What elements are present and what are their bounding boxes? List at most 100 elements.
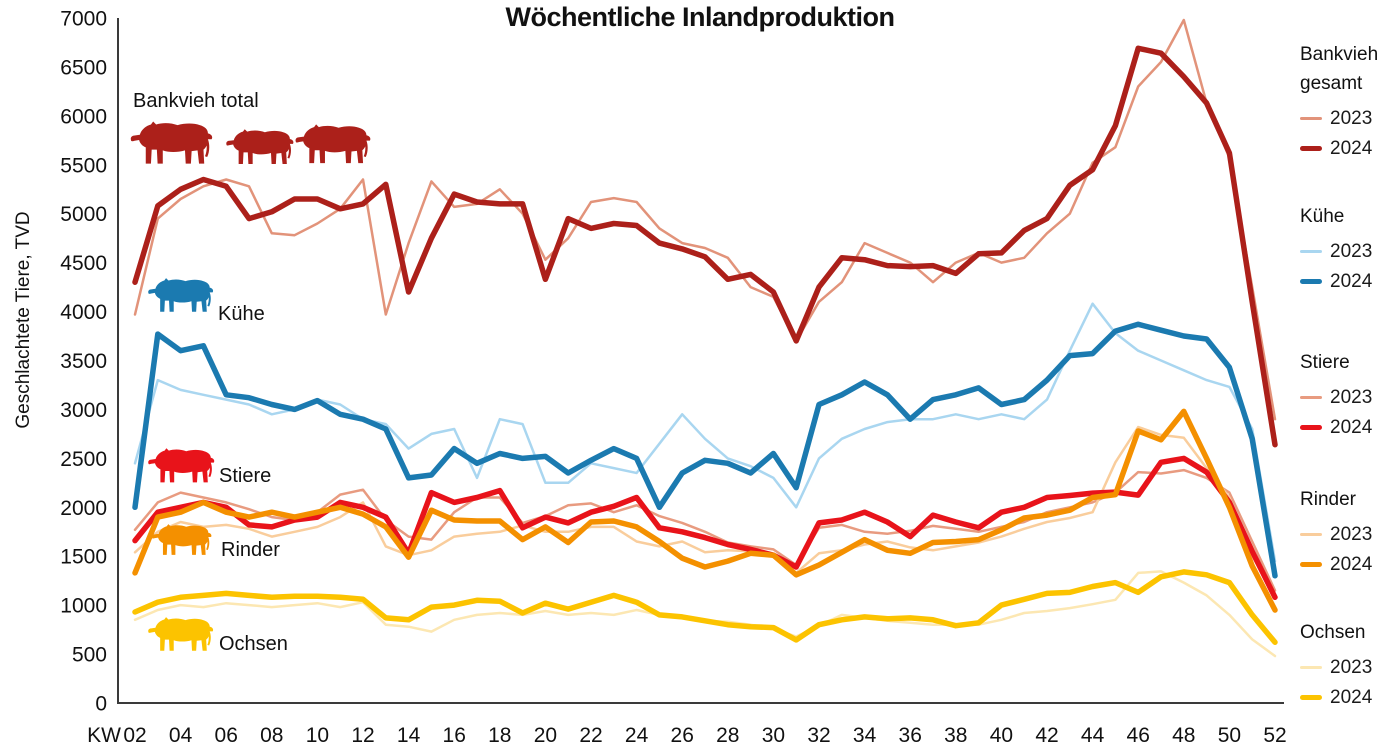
legend-entry-label: 2023 (1330, 387, 1373, 408)
y-tick-label: 4500 (60, 252, 107, 275)
legend-swatch (1300, 562, 1322, 568)
legend-swatch (1300, 146, 1322, 152)
series-bankvieh-gesamt-2024 (132, 45, 1278, 448)
x-tick-label: 34 (853, 724, 877, 747)
legend-entry-2023: 2023 (1300, 520, 1400, 550)
axes (117, 18, 1284, 704)
cow-icon (226, 129, 294, 164)
x-tick-label: 30 (762, 724, 785, 747)
cow-icon (130, 121, 213, 164)
cow-icon (152, 524, 212, 555)
y-tick-label: 4000 (60, 301, 107, 324)
legend-group-title: Bankvieh gesamt (1300, 44, 1379, 94)
legend-swatch (1300, 117, 1322, 121)
series-bankvieh-gesamt-2023 (133, 18, 1277, 421)
y-tick-label: 6000 (60, 105, 107, 128)
legend-entry-2024: 2024 (1300, 683, 1400, 713)
legend-group: Ochsen 2023 2024 (1300, 618, 1400, 713)
legend-swatch (1300, 695, 1322, 701)
x-tick-label: 48 (1172, 724, 1195, 747)
chart-title: Wöchentliche Inlandproduktion (505, 2, 895, 32)
x-tick-label: 32 (807, 724, 830, 747)
annotation-label: Kühe (218, 303, 265, 325)
y-tick-label: 1500 (60, 546, 107, 569)
x-tick-label: 10 (306, 724, 329, 747)
legend-entry-2023: 2023 (1300, 653, 1400, 683)
x-tick-label: 46 (1127, 724, 1150, 747)
legend-group: Kühe 2023 2024 (1300, 202, 1400, 297)
x-tick-label: 06 (215, 724, 238, 747)
x-tick-label: 40 (990, 724, 1013, 747)
cow-icon (148, 448, 215, 483)
legend-entry-2024: 2024 (1300, 134, 1400, 164)
y-tick-label: 6500 (60, 56, 107, 79)
legend-group-title: Stiere (1300, 352, 1350, 373)
x-tick-label: 08 (260, 724, 283, 747)
legend-entry-2023: 2023 (1300, 104, 1400, 134)
x-tick-label: 50 (1218, 724, 1241, 747)
x-axis-prefix: KW (87, 724, 121, 747)
x-tick-label: 42 (1035, 724, 1058, 747)
legend-entry-2023: 2023 (1300, 383, 1400, 413)
legend-swatch (1300, 396, 1322, 400)
series-stiere-2024 (132, 455, 1278, 601)
series-kuehe-2024 (132, 321, 1278, 579)
x-tick-label: 04 (169, 724, 193, 747)
legend-swatch (1300, 250, 1322, 254)
x-tick-label: 12 (351, 724, 374, 747)
y-tick-label: 5000 (60, 203, 107, 226)
legend-group: Bankvieh gesamt 2023 2024 (1300, 40, 1400, 164)
x-tick-label: 24 (625, 724, 649, 747)
series-rinder-2023 (133, 425, 1277, 597)
annotation-label: Rinder (221, 539, 280, 561)
legend-swatch (1300, 666, 1322, 670)
legend-group-title: Kühe (1300, 206, 1345, 227)
y-tick-label: 500 (72, 644, 107, 667)
cow-icon (295, 124, 371, 164)
x-tick-label: 28 (716, 724, 739, 747)
legend-entry-label: 2023 (1330, 524, 1373, 545)
legend: Bankvieh gesamt 2023 2024 Kühe 2023 2024 Stier… (1300, 0, 1400, 752)
annotation-label: Ochsen (219, 633, 288, 655)
x-tick-label: 26 (671, 724, 694, 747)
y-tick-label: 1000 (60, 595, 107, 618)
x-tick-label: 44 (1081, 724, 1105, 747)
x-tick-label: 52 (1263, 724, 1286, 747)
legend-entry-2024: 2024 (1300, 550, 1400, 580)
legend-entry-2024: 2024 (1300, 413, 1400, 443)
legend-entry-2023: 2023 (1300, 237, 1400, 267)
legend-entry-label: 2024 (1330, 271, 1373, 292)
legend-entry-label: 2024 (1330, 554, 1373, 575)
y-tick-label: 0 (95, 693, 107, 716)
cow-icon (148, 278, 214, 312)
legend-entry-2024: 2024 (1300, 267, 1400, 297)
legend-group-title: Rinder (1300, 489, 1356, 510)
y-tick-label: 3000 (60, 399, 107, 422)
y-tick-label: 7000 (60, 8, 107, 31)
legend-group: Rinder 2023 2024 (1300, 485, 1400, 580)
legend-swatch (1300, 279, 1322, 285)
x-tick-label: 18 (488, 724, 511, 747)
y-tick-label: 3500 (60, 350, 107, 373)
legend-entry-label: 2024 (1330, 138, 1373, 159)
x-tick-label: 38 (944, 724, 967, 747)
x-tick-label: 22 (579, 724, 602, 747)
legend-group-title: Ochsen (1300, 622, 1366, 643)
legend-entry-label: 2023 (1330, 657, 1373, 678)
x-tick-label: 16 (443, 724, 466, 747)
legend-entry-label: 2023 (1330, 108, 1373, 129)
series-rinder-2024 (132, 408, 1278, 613)
series-kuehe-2023 (133, 302, 1277, 563)
x-tick-label: 14 (397, 724, 421, 747)
cow-icon (148, 617, 214, 651)
legend-entry-label: 2023 (1330, 241, 1373, 262)
legend-entry-label: 2024 (1330, 417, 1373, 438)
x-tick-label: 36 (899, 724, 922, 747)
y-tick-label: 2500 (60, 448, 107, 471)
series-ochsen-2024 (132, 569, 1278, 646)
annotation-label: Stiere (219, 465, 271, 487)
legend-group: Stiere 2023 2024 (1300, 348, 1400, 443)
y-tick-label: 5500 (60, 154, 107, 177)
